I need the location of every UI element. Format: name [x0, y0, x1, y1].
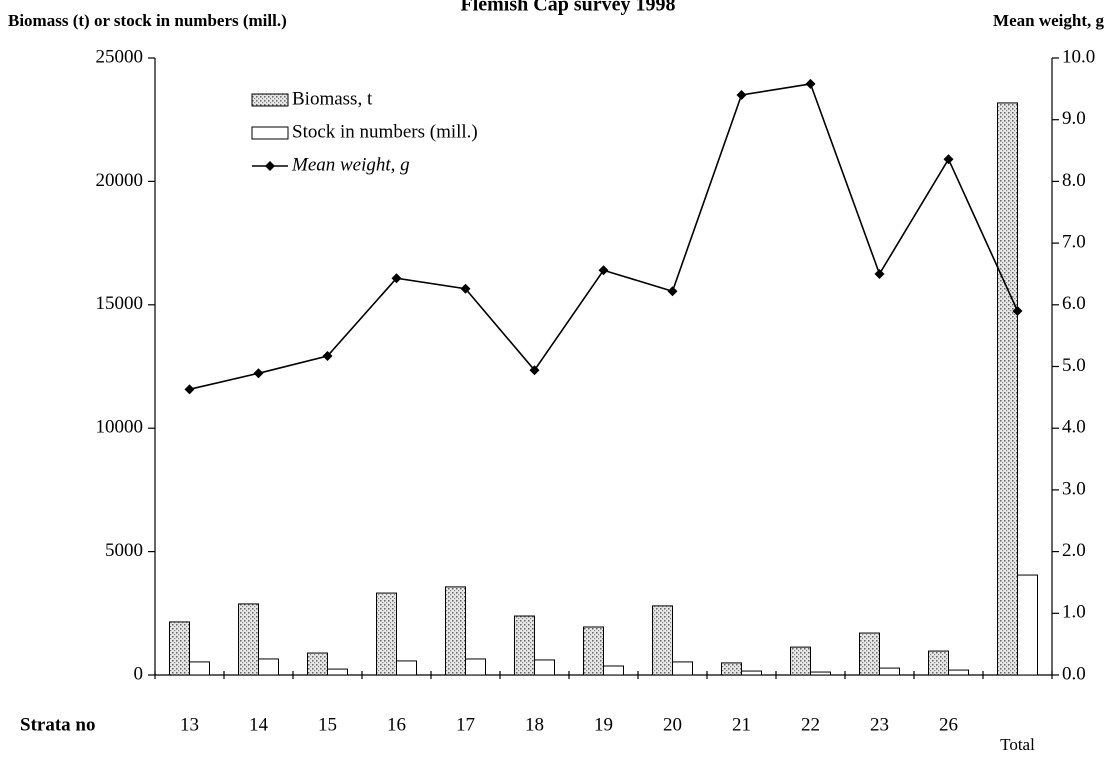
marker [736, 90, 747, 101]
bar [327, 668, 348, 676]
y-tick-label: 0 [134, 663, 144, 684]
x-tick-label: Total [1000, 735, 1035, 754]
bar [948, 669, 969, 676]
marker [391, 273, 402, 284]
bar [534, 659, 555, 676]
marker [943, 154, 954, 165]
marker [598, 265, 609, 276]
y2-axis-label: Mean weight, g [993, 11, 1104, 30]
bar [238, 603, 259, 676]
x-tick-label: 14 [249, 714, 269, 735]
y2-tick-label: 2.0 [1062, 540, 1086, 561]
y2-tick-label: 5.0 [1062, 355, 1086, 376]
bar [721, 662, 742, 676]
x-tick-label: 20 [663, 714, 682, 735]
bar [189, 661, 210, 676]
y2-tick-label: 8.0 [1062, 170, 1086, 191]
x-tick-label: 22 [801, 714, 820, 735]
bar [603, 665, 624, 676]
marker [1012, 305, 1023, 316]
marker [184, 384, 195, 395]
y-tick-label: 20000 [96, 170, 144, 191]
legend-label: Mean weight, g [291, 154, 410, 175]
y2-tick-label: 4.0 [1062, 417, 1086, 438]
y-tick-label: 25000 [96, 46, 144, 67]
marker [529, 365, 540, 376]
marker [805, 78, 816, 89]
marker [253, 368, 264, 379]
bar [652, 605, 673, 676]
y2-tick-label: 0.0 [1062, 663, 1086, 684]
bar [790, 646, 811, 676]
legend-marker [265, 161, 275, 171]
bar [465, 658, 486, 676]
x-tick-label: 23 [870, 714, 889, 735]
x-tick-label: 17 [456, 714, 475, 735]
bar [672, 661, 693, 676]
bar [307, 652, 328, 676]
bar [169, 621, 190, 676]
y-tick-label: 15000 [96, 293, 144, 314]
marker [460, 283, 471, 294]
bar [859, 632, 880, 676]
x-tick-label: 21 [732, 714, 751, 735]
legend-label: Stock in numbers (mill.) [292, 121, 478, 142]
y2-tick-label: 10.0 [1062, 46, 1095, 67]
bar [258, 658, 279, 676]
bar [928, 650, 949, 676]
marker [874, 268, 885, 279]
x-tick-label: 13 [180, 714, 199, 735]
x-tick-label: 15 [318, 714, 337, 735]
bar [376, 592, 397, 676]
legend-label: Biomass, t [292, 88, 373, 109]
y2-tick-label: 1.0 [1062, 602, 1086, 623]
bar [810, 671, 831, 676]
y2-tick-label: 3.0 [1062, 478, 1086, 499]
x-tick-label: 16 [387, 714, 406, 735]
bar [1017, 574, 1038, 676]
y-tick-label: 10000 [96, 417, 144, 438]
legend-swatch [251, 126, 289, 140]
bar [997, 102, 1018, 676]
x-tick-label: 19 [594, 714, 613, 735]
bar [514, 615, 535, 676]
x-axis-label: Strata no [20, 714, 95, 735]
bar [741, 670, 762, 676]
legend-swatch [251, 93, 289, 107]
bar [396, 660, 417, 676]
chart-title: Flemish Cap survey 1998 [461, 0, 676, 16]
y2-tick-label: 6.0 [1062, 293, 1086, 314]
x-tick-label: 26 [939, 714, 958, 735]
y-axis-label: Biomass (t) or stock in numbers (mill.) [8, 11, 287, 30]
y2-tick-label: 7.0 [1062, 231, 1086, 252]
marker [667, 286, 678, 297]
bar [879, 667, 900, 676]
marker [322, 351, 333, 362]
bar [445, 586, 466, 676]
y2-tick-label: 9.0 [1062, 108, 1086, 129]
x-tick-label: 18 [525, 714, 544, 735]
bar [583, 626, 604, 676]
y-tick-label: 5000 [105, 540, 143, 561]
